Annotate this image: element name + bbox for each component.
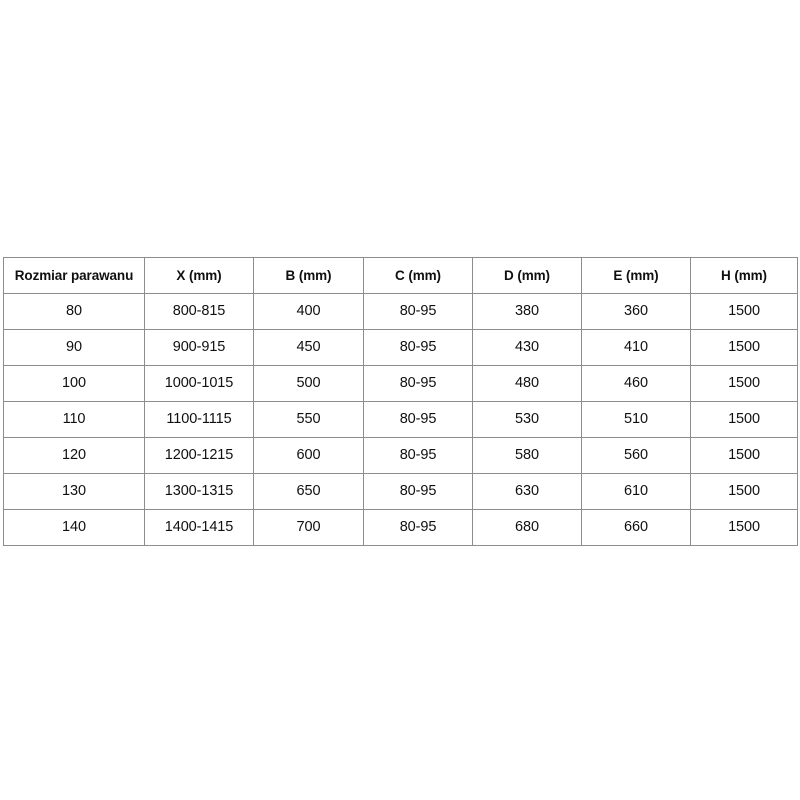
table-cell: 80-95	[363, 473, 473, 510]
table-cell: 80-95	[363, 329, 473, 366]
table-cell: 80-95	[363, 437, 473, 474]
table-cell: 430	[472, 329, 582, 366]
table-cell: 100	[3, 365, 145, 402]
table-row: 140 1400-1415 700 80-95 680 660 1500	[3, 509, 798, 546]
table-cell: 1500	[690, 437, 798, 474]
table-cell: 410	[581, 329, 691, 366]
table-cell: 610	[581, 473, 691, 510]
table-cell: 1500	[690, 509, 798, 546]
table-row: 120 1200-1215 600 80-95 580 560 1500	[3, 437, 798, 474]
table-cell: 550	[253, 401, 364, 438]
table-cell: 1100-1115	[144, 401, 254, 438]
table-cell: 700	[253, 509, 364, 546]
table-cell: 80-95	[363, 365, 473, 402]
table-cell: 1500	[690, 401, 798, 438]
table-cell: 1500	[690, 293, 798, 330]
table-row: 90 900-915 450 80-95 430 410 1500	[3, 329, 798, 366]
table-row: 80 800-815 400 80-95 380 360 1500	[3, 293, 798, 330]
table-cell: 560	[581, 437, 691, 474]
column-header-4: D (mm)	[472, 257, 582, 294]
table-cell: 800-815	[144, 293, 254, 330]
table-cell: 80-95	[363, 401, 473, 438]
table-cell: 380	[472, 293, 582, 330]
table-cell: 140	[3, 509, 145, 546]
specification-table-container: Rozmiar parawanu X (mm) B (mm) C (mm) D (mm)…	[3, 257, 798, 546]
table-cell: 1300-1315	[144, 473, 254, 510]
table-row: 100 1000-1015 500 80-95 480 460 1500	[3, 365, 798, 402]
table-cell: 1500	[690, 329, 798, 366]
table-cell: 130	[3, 473, 145, 510]
table-cell: 120	[3, 437, 145, 474]
column-header-6: H (mm)	[690, 257, 798, 294]
table-cell: 660	[581, 509, 691, 546]
table-cell: 650	[253, 473, 364, 510]
table-cell: 510	[581, 401, 691, 438]
table-cell: 80-95	[363, 509, 473, 546]
table-cell: 900-915	[144, 329, 254, 366]
table-cell: 480	[472, 365, 582, 402]
column-header-0: Rozmiar parawanu	[3, 257, 145, 294]
table-cell: 1400-1415	[144, 509, 254, 546]
table-cell: 500	[253, 365, 364, 402]
table-header: Rozmiar parawanu X (mm) B (mm) C (mm) D (mm)…	[3, 257, 798, 294]
column-header-5: E (mm)	[581, 257, 691, 294]
table-cell: 400	[253, 293, 364, 330]
table-cell: 80-95	[363, 293, 473, 330]
dimension-specification-table: Rozmiar parawanu X (mm) B (mm) C (mm) D (mm)…	[3, 257, 798, 546]
table-cell: 80	[3, 293, 145, 330]
table-cell: 1200-1215	[144, 437, 254, 474]
column-header-2: B (mm)	[253, 257, 364, 294]
table-cell: 460	[581, 365, 691, 402]
table-cell: 1000-1015	[144, 365, 254, 402]
table-row: 130 1300-1315 650 80-95 630 610 1500	[3, 473, 798, 510]
column-header-3: C (mm)	[363, 257, 473, 294]
table-header-row: Rozmiar parawanu X (mm) B (mm) C (mm) D (mm)…	[3, 257, 798, 294]
column-header-1: X (mm)	[144, 257, 254, 294]
table-cell: 110	[3, 401, 145, 438]
table-body: 80 800-815 400 80-95 380 360 1500 90 900-915 450 8…	[3, 293, 798, 546]
table-cell: 90	[3, 329, 145, 366]
table-cell: 680	[472, 509, 582, 546]
table-cell: 630	[472, 473, 582, 510]
table-cell: 360	[581, 293, 691, 330]
table-cell: 450	[253, 329, 364, 366]
table-cell: 1500	[690, 473, 798, 510]
table-cell: 1500	[690, 365, 798, 402]
table-cell: 580	[472, 437, 582, 474]
table-row: 110 1100-1115 550 80-95 530 510 1500	[3, 401, 798, 438]
table-cell: 530	[472, 401, 582, 438]
table-cell: 600	[253, 437, 364, 474]
